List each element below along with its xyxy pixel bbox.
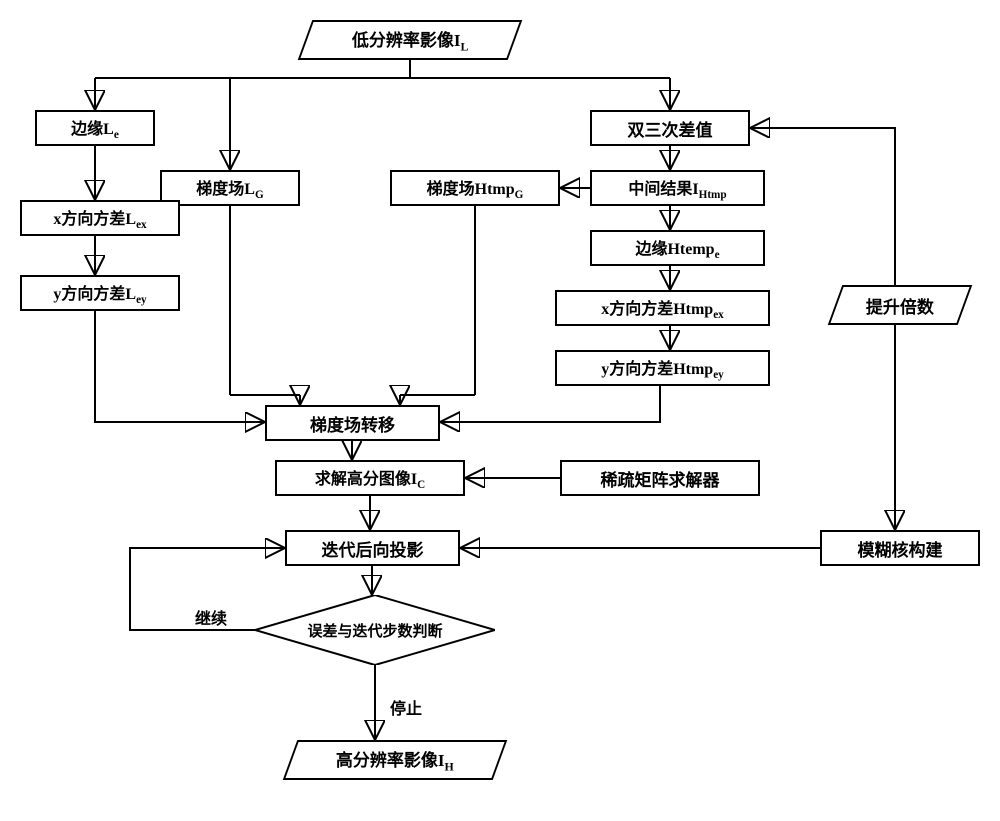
node-input-label: 低分辨率影像I — [352, 31, 461, 50]
node-blurkernel: 模糊核构建 — [820, 530, 980, 566]
node-grad-h: 梯度场HtmpG — [390, 170, 560, 206]
node-backproj: 迭代后向投影 — [285, 530, 460, 566]
node-yvar-l: y方向方差Ley — [20, 275, 180, 311]
flowchart-canvas: 低分辨率影像IL 边缘Le 梯度场LG x方向方差Lex y方向方差Ley 双三… — [0, 0, 1000, 821]
node-grad-transfer: 梯度场转移 — [265, 405, 440, 441]
node-grad-l: 梯度场LG — [160, 170, 300, 206]
node-bicubic: 双三次差值 — [590, 110, 750, 146]
node-xvar-l: x方向方差Lex — [20, 200, 180, 236]
node-edge-h: 边缘Htempe — [590, 230, 765, 266]
node-input: 低分辨率影像IL — [298, 20, 523, 60]
node-edge-l: 边缘Le — [35, 110, 155, 146]
node-upfactor: 提升倍数 — [828, 285, 973, 325]
node-inter-h: 中间结果IHtmp — [590, 170, 765, 206]
label-stop: 停止 — [390, 695, 422, 719]
node-xvar-h: x方向方差Htmpex — [555, 290, 770, 326]
label-continue: 继续 — [195, 605, 227, 629]
node-solve: 求解高分图像IC — [275, 460, 465, 496]
node-yvar-h: y方向方差Htmpey — [555, 350, 770, 386]
node-solver: 稀疏矩阵求解器 — [560, 460, 760, 496]
node-output: 高分辨率影像IH — [283, 740, 508, 780]
node-decision: 误差与迭代步数判断 — [255, 595, 495, 665]
